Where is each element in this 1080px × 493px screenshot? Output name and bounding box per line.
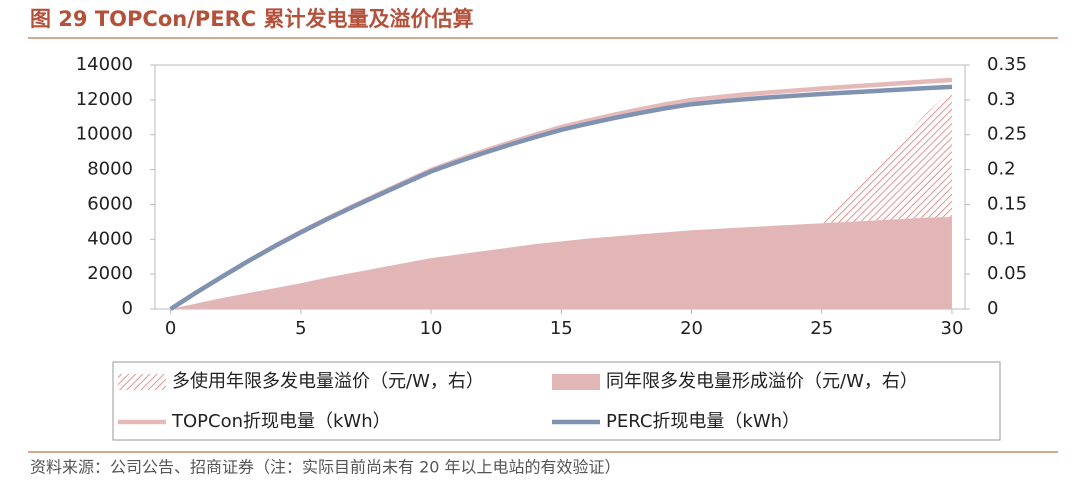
- legend-swatch: [552, 374, 600, 390]
- chart-title: 图 29 TOPCon/PERC 累计发电量及溢价估算: [30, 7, 474, 31]
- legend-label: TOPCon折现电量（kWh）: [171, 411, 391, 432]
- y2-tick-label: 0.15: [987, 193, 1027, 214]
- y2-tick-label: 0.1: [987, 228, 1016, 249]
- y-tick-label: 12000: [76, 89, 133, 110]
- y-tick-label: 4000: [87, 228, 133, 249]
- y2-tick-label: 0.2: [987, 159, 1016, 180]
- x-tick-label: 15: [550, 318, 573, 339]
- x-tick-label: 30: [941, 318, 964, 339]
- y2-tick-label: 0.05: [987, 263, 1027, 284]
- x-tick-label: 20: [680, 318, 703, 339]
- source: 资料来源：公司公告、招商证券（注：实际目前尚未有 20 年以上电站的有效验证）: [30, 458, 621, 477]
- legend-label: 多使用年限多发电量溢价（元/W，右）: [172, 371, 484, 392]
- y2-tick-label: 0.25: [987, 124, 1027, 145]
- y-tick-label: 2000: [87, 263, 133, 284]
- legend-label: PERC折现电量（kWh）: [606, 411, 800, 432]
- line: [169, 84, 953, 311]
- x-tick-label: 5: [295, 318, 306, 339]
- legend-label: 同年限多发电量形成溢价（元/W，右）: [606, 371, 918, 392]
- y2-tick-label: 0: [987, 298, 998, 319]
- x-tick-label: 25: [810, 318, 833, 339]
- hatched-area: [821, 89, 952, 224]
- y-tick-label: 8000: [87, 159, 133, 180]
- x-tick-label: 10: [420, 318, 443, 339]
- y2-tick-label: 0.35: [987, 54, 1027, 75]
- premium-area: [170, 216, 952, 309]
- legend-frame: [112, 361, 1001, 441]
- y-tick-label: 6000: [87, 193, 133, 214]
- y-tick-label: 14000: [76, 54, 133, 75]
- y-tick-label: 0: [122, 298, 133, 319]
- x-tick-label: 0: [165, 318, 176, 339]
- y2-tick-label: 0.3: [987, 89, 1016, 110]
- legend-swatch: [118, 374, 166, 390]
- y-tick-label: 10000: [76, 124, 133, 145]
